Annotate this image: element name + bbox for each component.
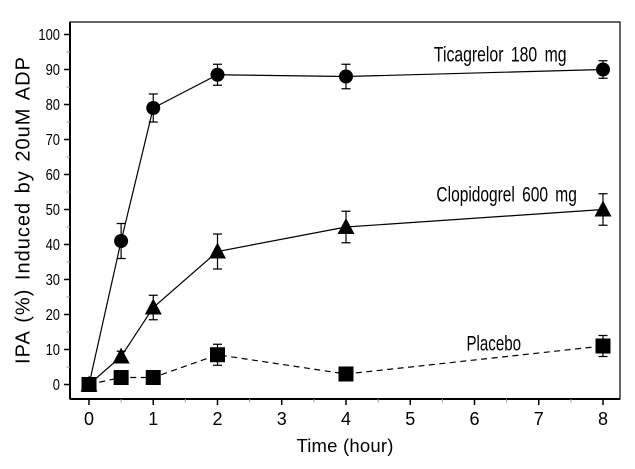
x-tick-label: 8 (598, 409, 608, 429)
circle-marker (114, 234, 129, 248)
y-tick-label: 100 (38, 27, 60, 44)
y-tick-label: 70 (46, 132, 61, 149)
square-marker (338, 366, 354, 382)
x-tick-label: 3 (277, 409, 287, 429)
series-label-ticagrelor-180-mg: Ticagrelor 180 mg (434, 44, 567, 67)
x-tick-label: 2 (212, 409, 222, 429)
y-axis-title: IPA (%) Induced by 20uM ADP (12, 56, 35, 364)
square-marker (210, 347, 225, 363)
circle-marker (146, 101, 161, 115)
triangle-marker (112, 347, 130, 364)
y-tick-label: 30 (46, 272, 61, 289)
series-line-placebo (88, 345, 604, 386)
triangle-marker (337, 218, 355, 234)
y-tick-label: 0 (53, 377, 61, 394)
x-axis: 0 1 2 3 4 5 6 7 8 (84, 399, 608, 429)
y-tick-label: 50 (46, 202, 61, 219)
circle-marker (596, 62, 610, 77)
series-placebo: Placebo (81, 332, 611, 392)
triangle-marker (594, 200, 612, 217)
triangle-marker (209, 242, 226, 259)
x-tick-label: 7 (534, 409, 544, 429)
y-tick-label: 90 (46, 62, 61, 79)
square-marker (145, 370, 161, 385)
y-tick-label: 80 (46, 97, 61, 114)
x-tick-label: 6 (469, 409, 479, 429)
series-line-ticagrelor-180-mg (88, 68, 604, 385)
series-label-clopidogrel-600-mg: Clopidogrel 600 mg (436, 184, 576, 207)
square-marker (595, 338, 611, 354)
x-tick-label: 0 (84, 409, 94, 429)
y-tick-label: 20 (46, 307, 61, 324)
circle-marker (339, 69, 353, 84)
x-tick-label: 1 (148, 409, 158, 429)
y-tick-label: 10 (46, 342, 61, 359)
y-axis: 0 10 20 30 40 50 60 70 80 90 100 (38, 27, 70, 394)
x-tick-label: 5 (405, 409, 415, 429)
x-axis-title: Time (hour) (296, 435, 394, 456)
square-marker (81, 377, 97, 392)
circle-marker (210, 67, 225, 82)
square-marker (113, 370, 129, 385)
series-ticagrelor-180-mg: Ticagrelor 180 mg (82, 44, 610, 392)
series-label-placebo: Placebo (466, 332, 521, 355)
series-clopidogrel-600-mg: Clopidogrel 600 mg (80, 184, 612, 392)
y-tick-label: 60 (46, 167, 61, 184)
triangle-marker (144, 298, 162, 315)
y-tick-label: 40 (46, 237, 61, 254)
x-tick-label: 4 (341, 409, 351, 429)
